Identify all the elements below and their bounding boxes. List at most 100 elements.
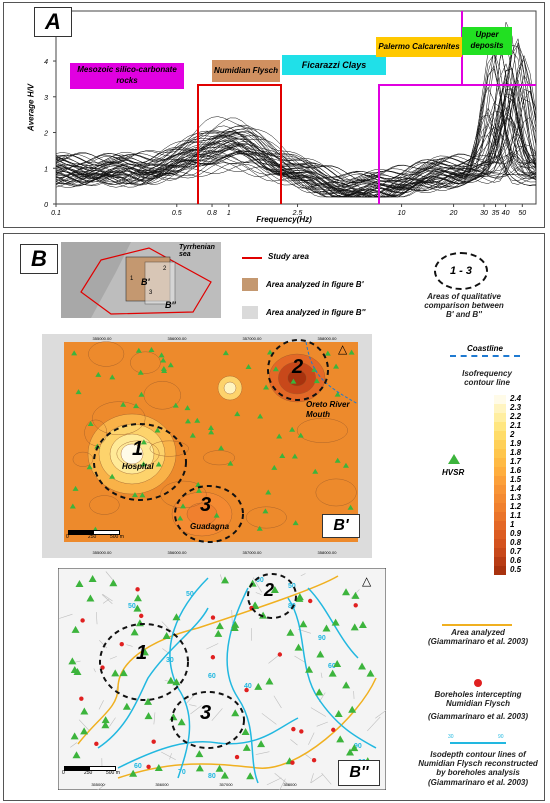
hvsr-point: [297, 432, 304, 438]
hvsr-point: [328, 669, 337, 677]
hvsr-point: [101, 716, 110, 724]
b1-bottom-tick: 358000.00: [318, 550, 338, 555]
panel-b: B Tyrrhenian sea B' B'' 1 2 3 Study area…: [3, 233, 545, 801]
hvsr-point: [131, 492, 138, 498]
map-b2-svg: 355000356000357000358000359000 505060508…: [57, 567, 389, 794]
hvsr-point: [347, 504, 354, 510]
hvsr-point: [313, 378, 320, 384]
hvsr-point: [346, 748, 355, 756]
b2-area-3-num: 3: [200, 702, 212, 724]
hvsr-point: [86, 464, 93, 470]
b1-top-ticks: 355000.00 355000.00 356000.00 356000.00 3570…: [93, 336, 338, 555]
x-tick-label: 0.5: [172, 210, 182, 217]
b1-top-tick: 356000.00: [168, 336, 188, 341]
isodepth-label: 60: [328, 663, 336, 670]
hvsr-point: [215, 764, 224, 772]
ficarazzi-label: Ficarazzi Clays: [301, 60, 367, 70]
b1-hvsr-points: [69, 347, 355, 532]
color-scale-step: [494, 485, 506, 494]
hvsr-point: [351, 591, 360, 599]
hvsr-point: [259, 611, 268, 619]
color-scale: 2.4 2.3 2.2 2.1 2 1.9 1.8 1.7 1.6 1.5 1.4 1.3 1.2 1.1…: [494, 394, 542, 585]
color-scale-step: [494, 539, 506, 548]
isodepth-label: 80: [208, 773, 216, 780]
legend-boreholes: Boreholes intercepting Numidian Flysch (…: [418, 678, 538, 724]
hvsr-point: [69, 503, 76, 509]
color-scale-step: [494, 548, 506, 557]
color-scale-step: [494, 521, 506, 530]
color-scale-step: [494, 530, 506, 539]
x-tick-label: 0.1: [51, 210, 61, 217]
x-tick-label: 1: [227, 210, 231, 217]
hvsr-point: [109, 473, 116, 479]
x-tick-label: 35: [492, 210, 500, 217]
b2-map-label: B'': [338, 760, 380, 786]
hvsr-point: [194, 417, 201, 423]
color-scale-step: [494, 440, 506, 449]
hvsr-point: [221, 576, 230, 584]
b1-guadagna-label: Guadagna: [190, 522, 230, 531]
hvsr-point: [140, 461, 147, 467]
color-scale-value: 0.9: [510, 529, 522, 538]
hvsr-point: [263, 384, 270, 390]
color-scale-value: 2.4: [510, 394, 522, 403]
hvsr-point: [166, 676, 175, 684]
y-axis-label: Average H/V: [26, 83, 36, 132]
hvsr-point: [366, 669, 375, 677]
borehole-point: [80, 618, 85, 623]
hvsr-point: [120, 401, 127, 407]
color-scale-value: 1.9: [510, 439, 522, 448]
hvsr-point: [245, 364, 252, 370]
b1-hospital-label: Hospital: [122, 462, 154, 471]
color-scale-value: 1.2: [510, 502, 522, 511]
hvsr-point: [290, 378, 297, 384]
borehole-point: [210, 655, 216, 660]
b1-north-arrow: △: [338, 342, 348, 356]
hvsr-point: [184, 418, 191, 424]
borehole-point: [146, 764, 151, 770]
color-scale-bar: [494, 395, 506, 575]
y-tick-label: 1: [44, 166, 48, 173]
b1-area-2: [267, 339, 329, 401]
isodepth-line: [169, 577, 209, 779]
color-scale-step: [494, 557, 506, 566]
color-scale-step: [494, 395, 506, 404]
color-scale-step: [494, 467, 506, 476]
hvsr-point: [70, 732, 79, 740]
hvsr-icon: [448, 454, 460, 464]
hvsr-point: [184, 405, 191, 411]
hvsr-point: [172, 402, 179, 408]
panel-a-tag: A: [34, 7, 72, 37]
hvsr-point: [135, 347, 142, 353]
isodepth-label: 90: [318, 635, 326, 642]
hvsr-point: [214, 629, 223, 637]
hvsr-point: [241, 728, 250, 736]
hvsr-point: [227, 460, 234, 466]
borehole-point: [244, 687, 249, 693]
color-scale-value: 0.8: [510, 538, 522, 547]
b2-scale-bar: 0 250 500 m: [62, 766, 124, 778]
isodepth-label: 50: [186, 591, 194, 598]
borehole-point: [94, 741, 99, 747]
hvsr-point: [262, 508, 269, 514]
hvsr-point: [154, 427, 161, 433]
hvsr-point: [289, 426, 296, 432]
hvsr-point: [322, 624, 331, 632]
hvsr-point: [292, 520, 299, 526]
hvsr-point: [305, 665, 314, 673]
borehole-point: [308, 598, 313, 604]
b1-area-1-num: 1: [132, 438, 144, 460]
borehole-point: [210, 615, 216, 620]
inset-b1-label: B': [141, 277, 150, 287]
hvsr-point: [138, 391, 145, 397]
b2-bottom-tick: 355000: [91, 782, 105, 787]
color-scale-step: [494, 512, 506, 521]
isodepth-label: 50: [288, 583, 296, 590]
b1-oreto-label: Oreto River Mouth: [306, 400, 350, 419]
color-scale-value: 1.7: [510, 457, 522, 466]
color-scale-value: 1.6: [510, 466, 522, 475]
borehole-point: [290, 760, 295, 765]
b1-top-tick: 358000.00: [318, 336, 338, 341]
color-scale-value: 1.8: [510, 448, 522, 457]
hvsr-point: [140, 439, 147, 445]
